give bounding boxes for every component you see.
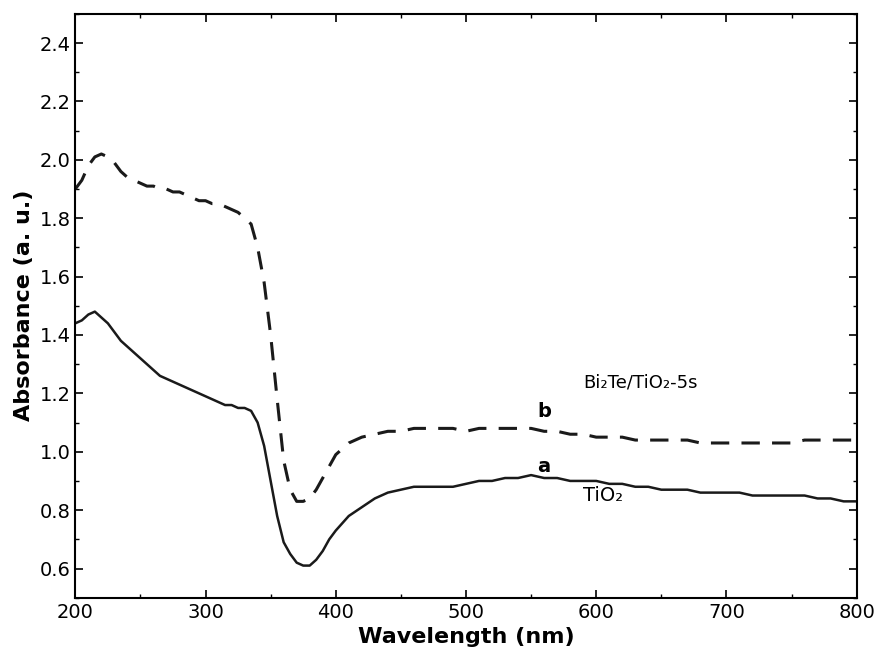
Y-axis label: Absorbance (a. u.): Absorbance (a. u.) [14,190,34,422]
Text: a: a [538,457,551,476]
X-axis label: Wavelength (nm): Wavelength (nm) [357,627,574,647]
Text: b: b [538,402,551,420]
Text: Bi₂Te/TiO₂-5s: Bi₂Te/TiO₂-5s [583,373,698,391]
Text: TiO₂: TiO₂ [583,486,623,506]
